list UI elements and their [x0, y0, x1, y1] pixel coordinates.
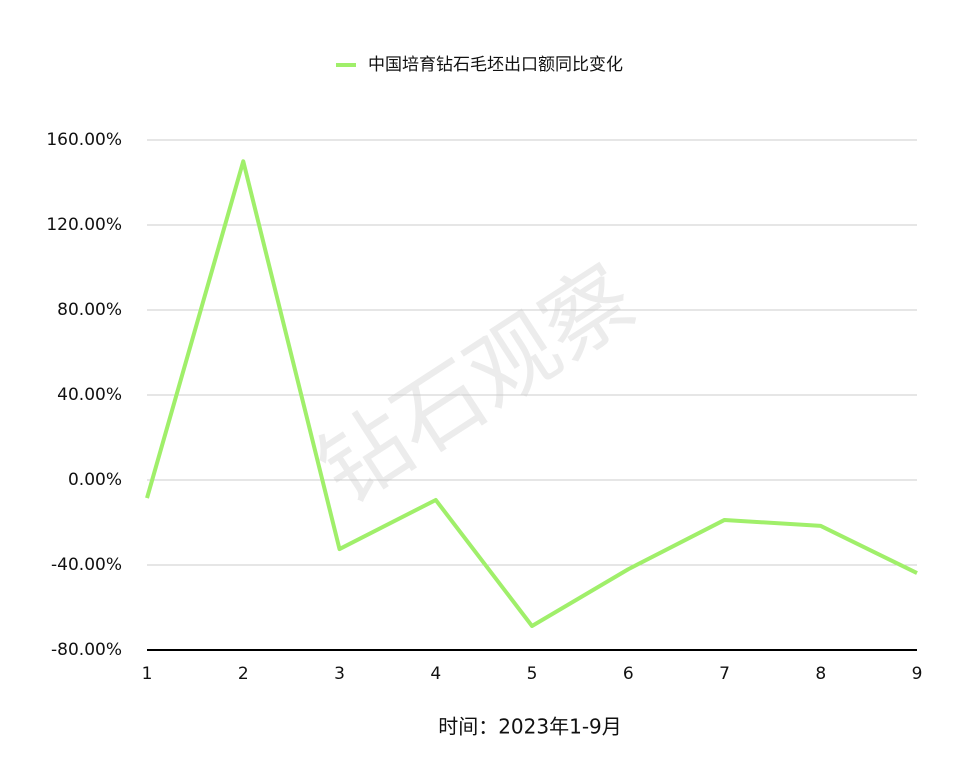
x-tick-label: 6 [623, 664, 634, 684]
x-tick-label: 7 [719, 664, 730, 684]
y-tick-label: -40.00% [51, 555, 122, 575]
y-tick-label: -80.00% [51, 640, 122, 660]
x-tick-label: 1 [142, 664, 153, 684]
y-tick-label: 120.00% [46, 215, 122, 235]
legend-label: 中国培育钻石毛坯出口额同比变化 [368, 55, 623, 75]
x-tick-label: 3 [334, 664, 345, 684]
x-tick-label: 8 [815, 664, 826, 684]
x-tick-label: 2 [238, 664, 249, 684]
data-line [145, 159, 918, 628]
y-tick-label: 160.00% [46, 130, 122, 150]
y-tick-label: 80.00% [57, 300, 122, 320]
y-tick-label: 0.00% [68, 470, 122, 490]
x-axis-label: 时间：2023年1-9月 [438, 715, 622, 739]
x-tick-label: 4 [430, 664, 441, 684]
watermark: 钻石观察 [301, 245, 652, 523]
y-tick-label: 40.00% [57, 385, 122, 405]
x-tick-label: 5 [527, 664, 538, 684]
x-tick-label: 9 [912, 664, 923, 684]
